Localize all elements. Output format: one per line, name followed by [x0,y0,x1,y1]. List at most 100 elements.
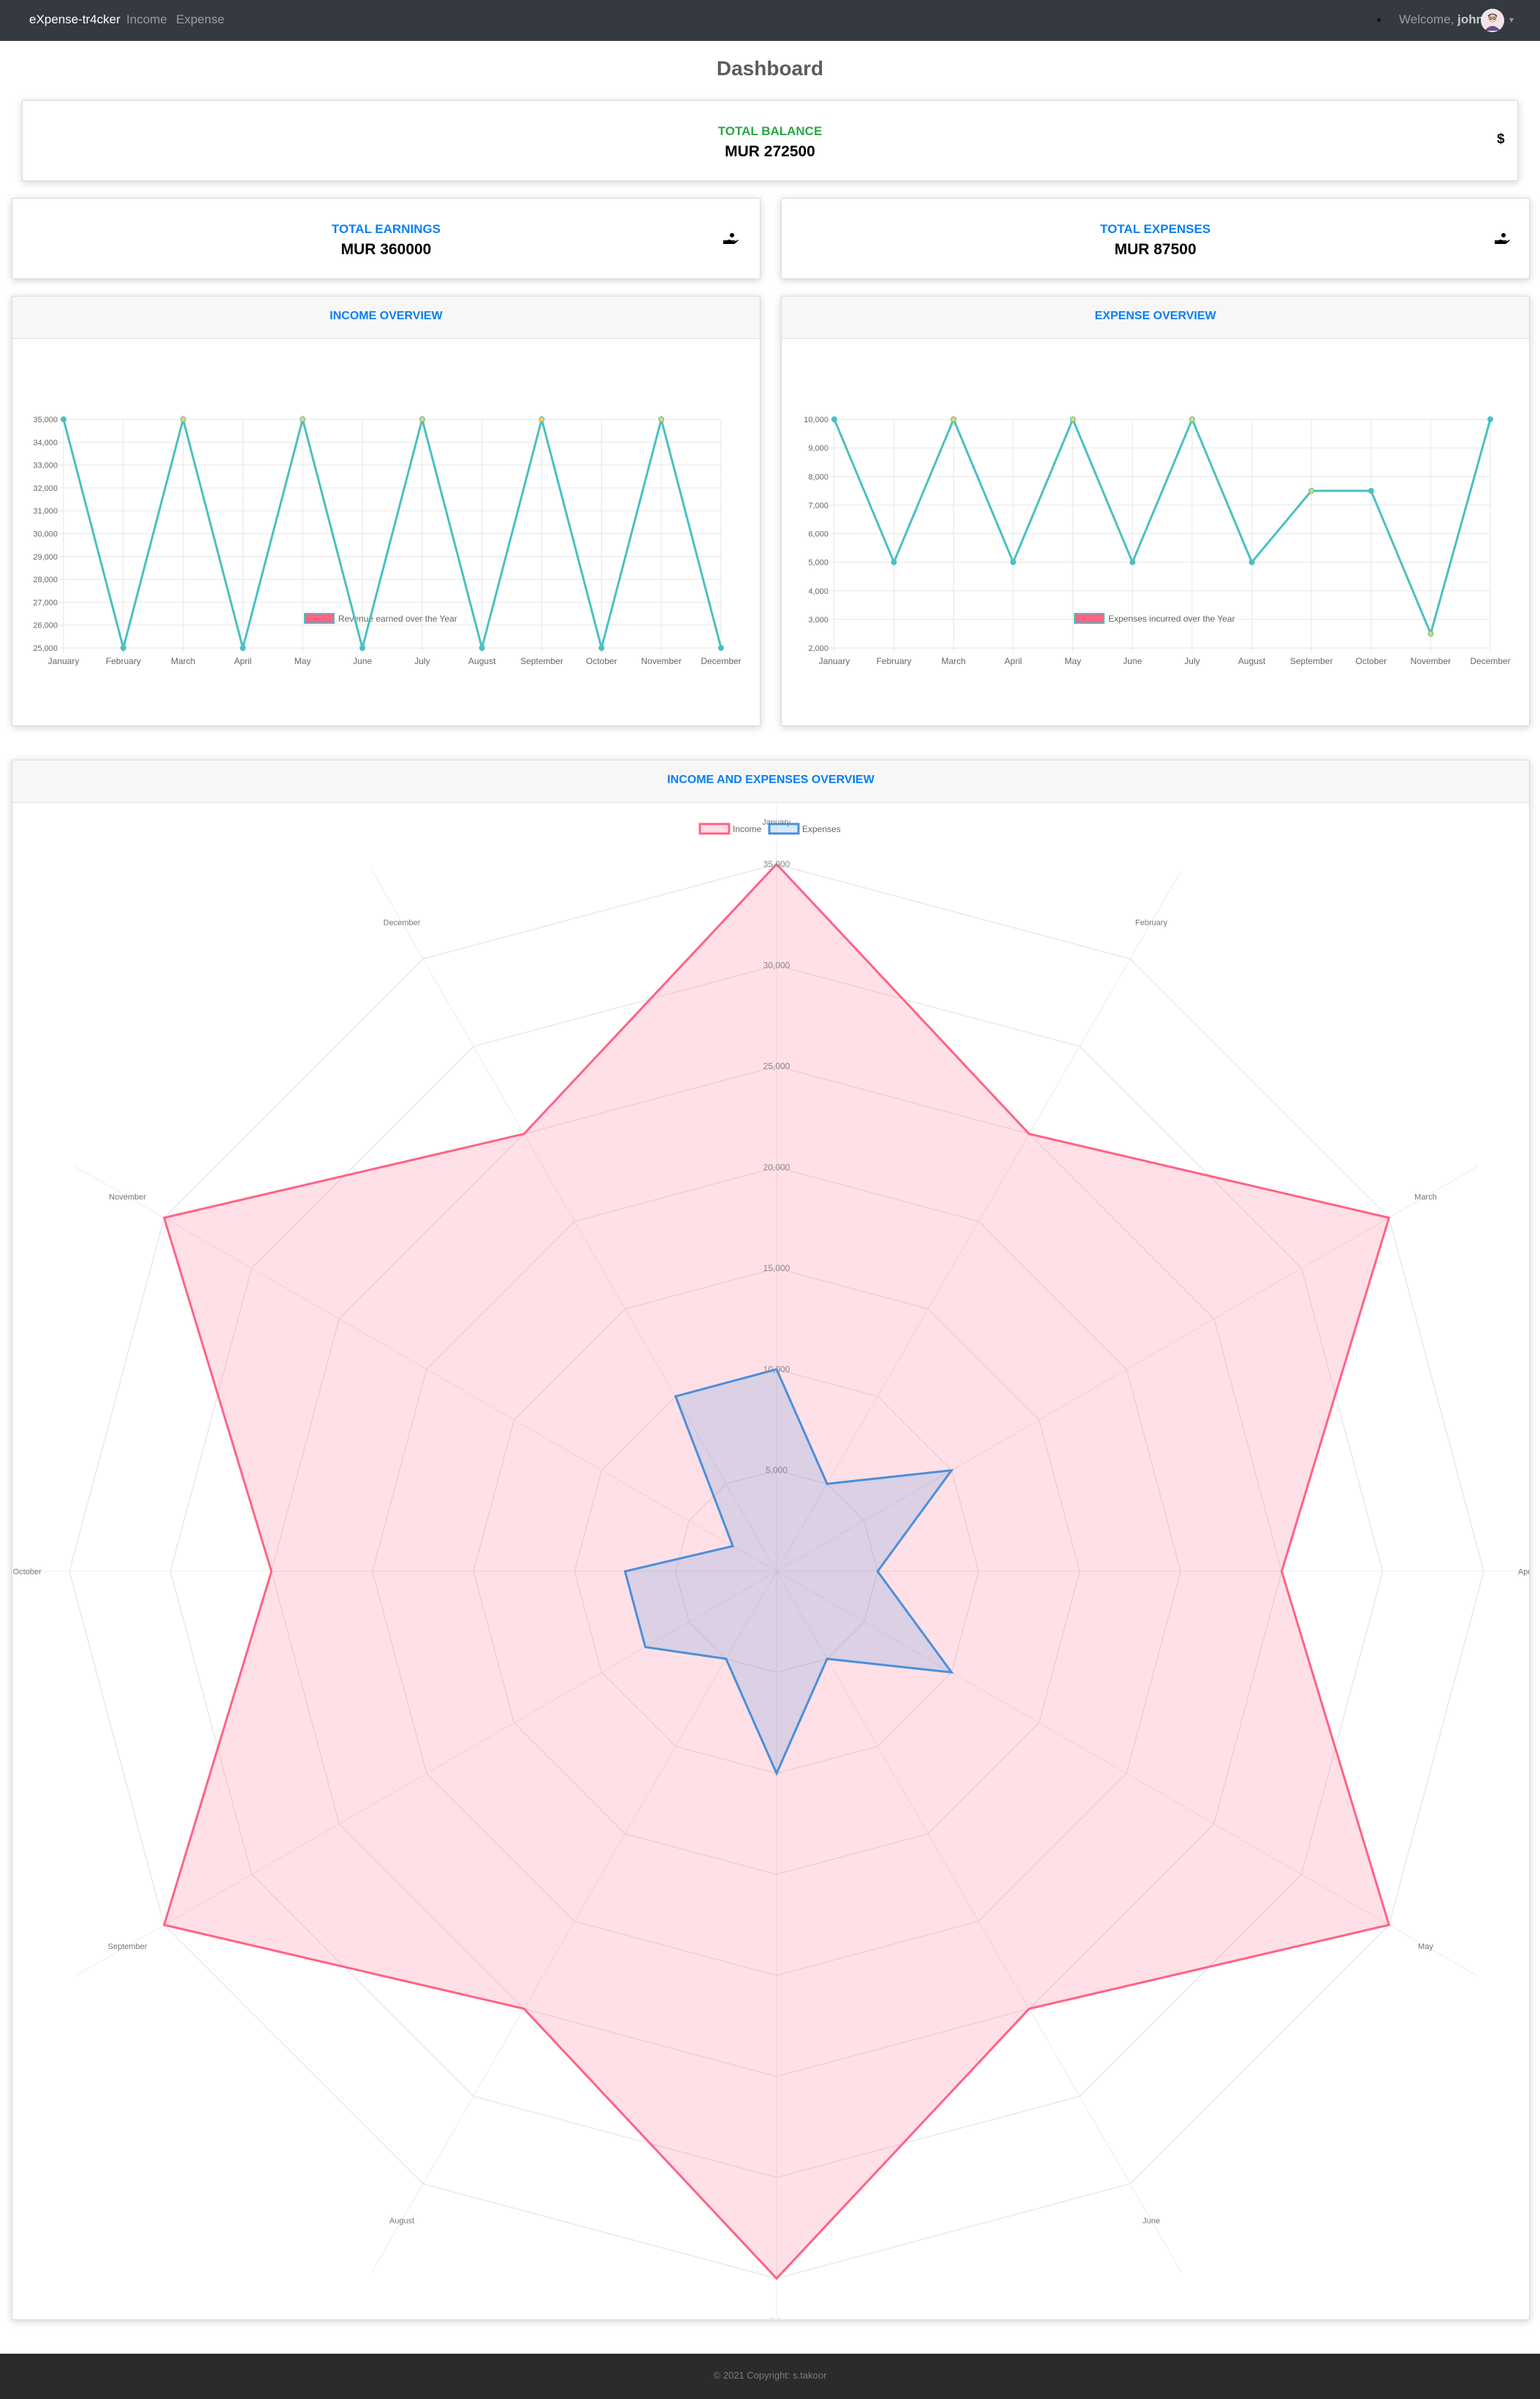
nav-income-link[interactable]: Income [126,12,167,26]
data-point [950,416,957,422]
data-point [1070,416,1076,422]
x-tick-label: October [1355,656,1387,666]
y-tick-label: 33,000 [33,462,58,470]
legend-label: Revenue earned over the Year [338,614,457,624]
nav-expense-link[interactable]: Expense [176,12,225,26]
data-point [1249,559,1255,565]
data-point [359,645,366,651]
radar-spoke [371,1571,777,2273]
x-tick-label: July [414,656,430,666]
y-tick-label: 31,000 [33,507,58,516]
legend-label: Expenses incurred over the Year [1108,614,1235,624]
legend-label-income: Income [733,824,762,834]
data-point [240,645,246,651]
total-earnings-label: TOTAL EARNINGS [331,222,441,236]
radar-series-expenses [623,1368,954,1777]
radar-spoke [75,1571,777,1977]
brand-link[interactable]: eXpense-tr4cker [29,12,121,26]
data-point [1010,559,1016,565]
data-point [300,416,306,422]
avatar[interactable] [1481,9,1504,32]
series-line [833,416,1492,638]
y-tick-label: 10,000 [804,416,828,424]
radar-category-label: July [769,2317,784,2319]
data-point [61,416,66,422]
y-tick-label: 28,000 [33,576,58,584]
income-overview-title: INCOME OVERVIEW [329,310,443,322]
x-tick-label: February [877,656,912,666]
y-tick-label: 35,000 [33,416,58,424]
x-tick-label: September [520,656,563,666]
legend-label-expenses: Expenses [802,824,841,834]
chevron-down-icon[interactable]: ▾ [1509,15,1514,25]
radar-tick-label: 35,000 [763,859,790,869]
total-earnings-value: MUR 360000 [340,241,432,258]
data-point [479,645,485,651]
radar-category-label: September [108,1942,148,1951]
expense-overview-title: EXPENSE OVERVIEW [1094,310,1216,322]
x-tick-label: May [294,656,311,666]
radar-spoke [75,1166,777,1572]
data-point [1368,487,1374,494]
expense-overview-header: EXPENSE OVERVIEW [782,297,1529,339]
x-tick-label: March [171,656,195,666]
x-tick-label: October [586,656,617,666]
expense-line-chart: 2,000 3,000 4,000 5,000 6,000 7,000 8,000 9,000… [804,416,1510,666]
x-tick-label: January [819,656,850,666]
x-tick-label: November [641,656,682,666]
y-tick-label: 34,000 [33,438,58,447]
y-tick-label: 30,000 [33,530,58,539]
user-menu-toggle[interactable]: Welcome, john [1399,12,1484,27]
copyright-text: © 2021 Copyright: s.takoor [713,2370,827,2381]
data-point [831,416,837,422]
radar-tick-label: 25,000 [763,1061,790,1072]
y-tick-label: 3,000 [808,616,828,625]
y-tick-label: 4,000 [808,587,828,596]
income-expenses-radar-chart: 5,000 10,000 15,000 20,000 25,000 30,000 35,00… [12,803,1529,2319]
x-tick-label: January [48,656,80,666]
radar-category-label: November [109,1193,146,1202]
total-balance-value: MUR 272500 [725,143,815,160]
y-tick-label: 32,000 [33,484,58,493]
combined-overview-panel: INCOME AND EXPENSES OVERVIEW 5,000 10,000… [12,760,1530,2320]
radar-category-label: March [1414,1193,1437,1202]
hand-money-icon [1495,233,1510,244]
y-tick-label: 6,000 [808,530,828,539]
radar-tick-label: 15,000 [763,1263,790,1273]
data-point [419,416,425,422]
y-tick-label: 25,000 [33,644,58,653]
x-tick-label: August [1238,656,1266,666]
x-tick-label: June [353,656,372,666]
total-expenses-value: MUR 87500 [1114,241,1197,258]
combined-overview-title: INCOME AND EXPENSES OVERVIEW [667,774,874,786]
radar-category-label: April [1518,1568,1529,1576]
x-tick-label: December [1470,656,1510,666]
x-tick-label: December [701,656,741,666]
y-tick-label: 2,000 [808,644,828,653]
y-tick-label: 9,000 [808,444,828,453]
radar-spoke [776,1571,1479,1977]
data-point [1129,559,1136,565]
radar-spoke [371,869,777,1572]
x-tick-label: February [106,656,141,666]
legend-swatch [1074,613,1105,624]
data-point [1189,416,1195,422]
x-tick-label: June [1123,656,1142,666]
x-tick-label: April [1005,656,1022,666]
x-tick-label: May [1064,656,1081,666]
total-earnings-card: TOTAL EARNINGS MUR 360000 [12,198,761,279]
radar-tick-label: 20,000 [763,1162,790,1172]
data-point [1308,487,1315,494]
x-tick-label: August [468,656,496,666]
radar-tick-label: 30,000 [763,960,790,970]
income-line-chart: 25,000 26,000 27,000 28,000 29,000 30,000 31,0… [33,415,742,666]
expense-overview-panel: EXPENSE OVERVIEW 2,000 3,000 4,000 5,000 6,0… [781,296,1530,726]
y-tick-label: 8,000 [808,473,828,481]
radar-category-label: June [1143,2216,1160,2225]
radar-category-label: October [13,1568,42,1576]
y-tick-label: 29,000 [33,553,58,562]
y-tick-label: 27,000 [33,598,58,607]
data-point [120,645,126,651]
top-navbar: eXpense-tr4cker Income Expense Welcome, … [0,0,1540,41]
radar-category-label: August [389,2216,414,2225]
